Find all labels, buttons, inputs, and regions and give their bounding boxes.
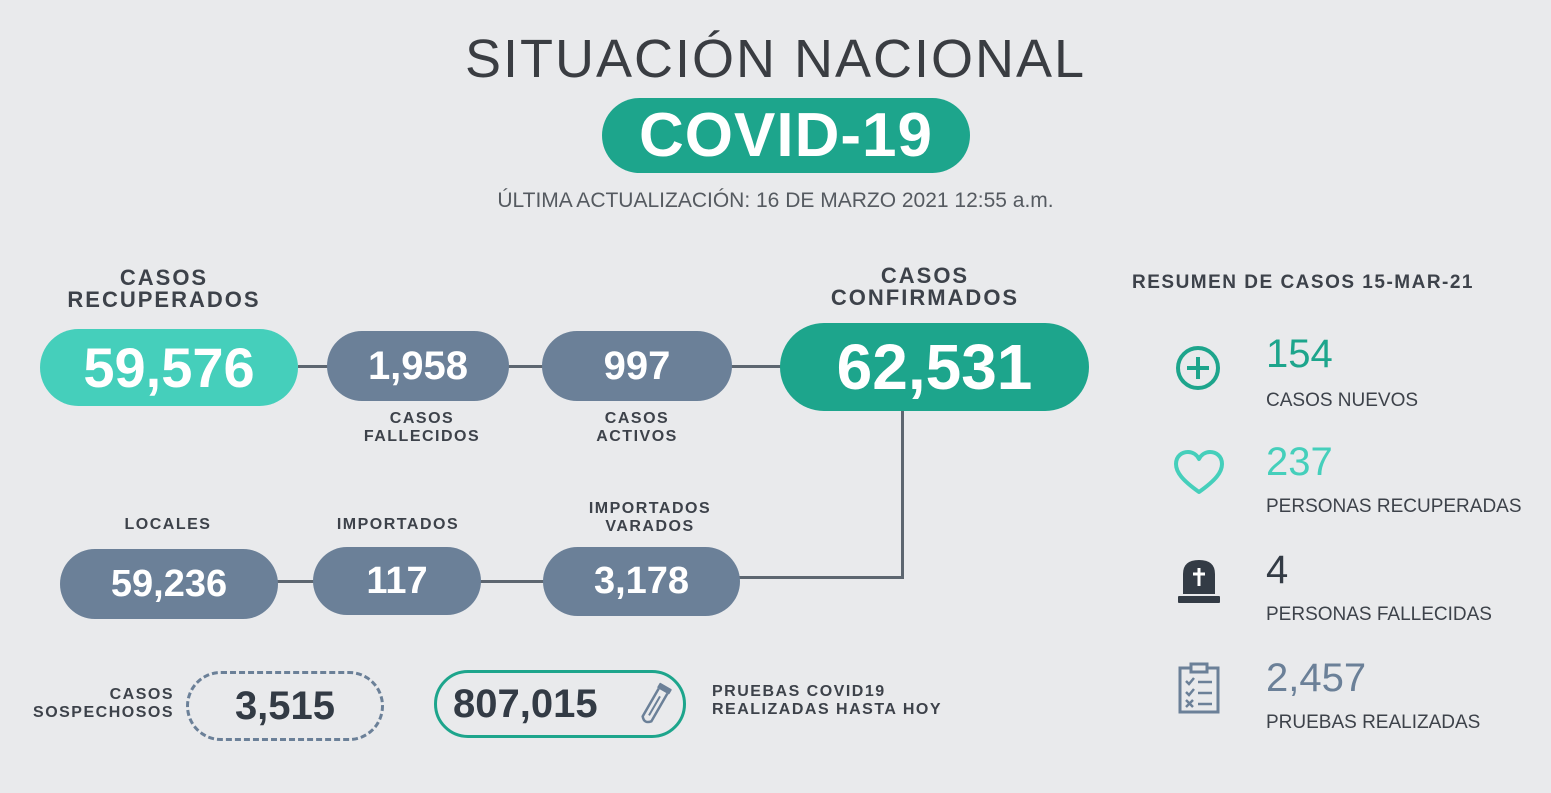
summary-value: 237 xyxy=(1266,440,1333,484)
pruebas-box: 807,015 xyxy=(434,670,686,738)
sospechosos-label-line2: SOSPECHOSOS xyxy=(33,704,174,721)
sospechosos-label-line1: CASOS xyxy=(109,686,174,703)
activos-value: 997 xyxy=(542,331,732,401)
test-tube-icon xyxy=(635,679,675,736)
confirmados-label-line1: CASOS xyxy=(880,263,970,288)
plus-circle-icon xyxy=(1174,344,1222,397)
sospechosos-label: CASOS SOSPECHOSOS xyxy=(22,686,174,722)
summary-label: PRUEBAS REALIZADAS xyxy=(1266,712,1481,733)
recuperados-label: CASOS RECUPERADOS xyxy=(40,267,288,311)
summary-label: CASOS NUEVOS xyxy=(1266,390,1419,411)
recuperados-label-line2: RECUPERADOS xyxy=(67,287,261,312)
connector-line xyxy=(738,576,904,579)
pruebas-label-line1: PRUEBAS COVID19 xyxy=(712,683,886,700)
summary-label: PERSONAS RECUPERADAS xyxy=(1266,496,1522,517)
activos-label-line1: CASOS xyxy=(604,410,670,427)
summary-value: 154 xyxy=(1266,332,1333,376)
page-title: SITUACIÓN NACIONAL xyxy=(464,29,1087,89)
clipboard-icon xyxy=(1176,662,1222,719)
pruebas-value: 807,015 xyxy=(453,682,598,726)
summary-label: PERSONAS FALLECIDAS xyxy=(1266,604,1492,625)
connector-line xyxy=(730,365,790,368)
varados-label-line1: IMPORTADOS xyxy=(588,500,712,517)
heart-icon xyxy=(1172,448,1226,503)
recuperados-label-line1: CASOS xyxy=(119,265,209,290)
summary-item-nuevos: 154 CASOS NUEVOS xyxy=(1170,332,1530,422)
recuperados-value: 59,576 xyxy=(40,329,298,406)
fallecidos-label-line2: FALLECIDOS xyxy=(363,428,481,445)
varados-value: 3,178 xyxy=(543,547,740,616)
importados-value: 117 xyxy=(313,547,481,615)
activos-label: CASOS ACTIVOS xyxy=(542,410,732,446)
confirmados-label: CASOS CONFIRMADOS xyxy=(800,265,1050,309)
activos-label-line2: ACTIVOS xyxy=(596,428,678,445)
sospechosos-value: 3,515 xyxy=(186,671,384,741)
pruebas-label: PRUEBAS COVID19 REALIZADAS HASTA HOY xyxy=(712,683,972,719)
summary-value: 2,457 xyxy=(1266,656,1367,700)
locales-value: 59,236 xyxy=(60,549,278,619)
tombstone-icon xyxy=(1174,556,1224,611)
confirmados-value: 62,531 xyxy=(780,323,1089,411)
locales-label: LOCALES xyxy=(124,516,212,533)
last-updated: ÚLTIMA ACTUALIZACIÓN: 16 DE MARZO 2021 1… xyxy=(497,189,1054,212)
fallecidos-label: CASOS FALLECIDOS xyxy=(327,410,517,446)
pruebas-label-line2: REALIZADAS HASTA HOY xyxy=(712,701,942,718)
connector-line xyxy=(901,410,904,578)
summary-item-recuperadas: 237 PERSONAS RECUPERADAS xyxy=(1170,440,1530,530)
varados-label-line2: VARADOS xyxy=(605,518,695,535)
importados-label: IMPORTADOS xyxy=(336,516,460,533)
fallecidos-value: 1,958 xyxy=(327,331,509,401)
covid-badge: COVID-19 xyxy=(602,98,970,173)
confirmados-label-line2: CONFIRMADOS xyxy=(830,285,1020,310)
summary-item-fallecidas: 4 PERSONAS FALLECIDAS xyxy=(1170,548,1530,638)
summary-title: RESUMEN DE CASOS 15-MAR-21 xyxy=(1132,272,1474,293)
summary-value: 4 xyxy=(1266,548,1289,592)
varados-label: IMPORTADOS VARADOS xyxy=(545,500,755,536)
summary-item-pruebas: 2,457 PRUEBAS REALIZADAS xyxy=(1170,656,1530,746)
fallecidos-label-line1: CASOS xyxy=(389,410,455,427)
